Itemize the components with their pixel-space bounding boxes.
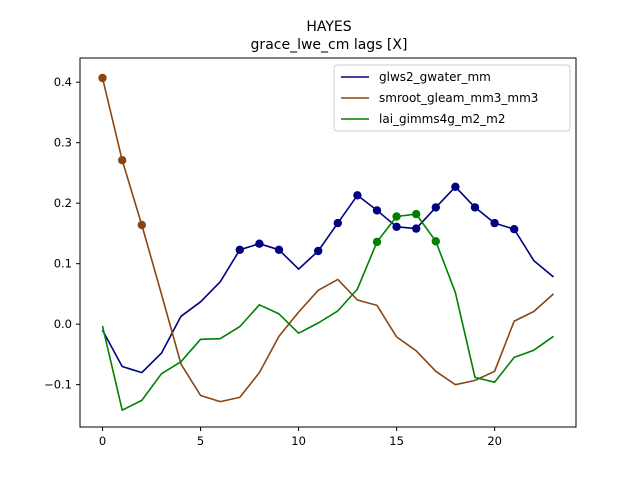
plot-frame [79,57,577,428]
y-tick-label: 0.0 [54,317,72,331]
legend-label-glws2_gwater_mm: glws2_gwater_mm [379,70,491,84]
legend: glws2_gwater_mm smroot_gleam_mm3_mm3 lai_g… [333,64,571,132]
x-tick-label: 5 [197,434,204,448]
data-point-glws2_gwater_mm-16 [412,224,421,233]
data-point-glws2_gwater_mm-20 [490,218,499,228]
data-point-glws2_gwater_mm-17 [431,203,440,212]
data-point-glws2_gwater_mm-21 [510,225,519,234]
data-point-glws2_gwater_mm-15 [392,222,401,231]
data-point-glws2_gwater_mm-7 [235,245,244,254]
y-tick-label: 0.2 [54,196,72,210]
legend-label-lai_gimms4g_m2_m2: lai_gimms4g_m2_m2 [379,112,506,126]
x-tick-label: 20 [487,434,502,448]
data-point-glws2_gwater_mm-11 [314,246,323,256]
series-layer [98,73,555,411]
data-point-glws2_gwater_mm-18 [451,182,460,191]
y-tick-label: 0.4 [54,75,72,89]
x-tick-label: 0 [99,434,106,448]
x-tick-label: 10 [291,434,306,448]
data-point-lai_gimms4g_m2_m2-15 [392,212,401,221]
axes-layer: 0 5 10 15 20 −0.1 0.0 0.1 0.2 0.3 0.4 [44,57,577,448]
y-tick-label: −0.1 [44,378,72,392]
legend-box [333,64,571,132]
x-tick-label: 15 [389,434,404,448]
data-point-glws2_gwater_mm-12 [333,218,342,228]
y-tick-label: 0.1 [54,257,72,271]
data-point-smroot_gleam_mm3_mm3-2 [137,220,146,230]
data-point-glws2_gwater_mm-8 [255,239,264,248]
data-point-lai_gimms4g_m2_m2-17 [431,237,440,246]
data-point-smroot_gleam_mm3_mm3-1 [118,156,127,165]
data-point-glws2_gwater_mm-19 [470,203,480,212]
data-point-glws2_gwater_mm-13 [353,191,362,200]
y-tick-label: 0.3 [54,136,72,150]
legend-label-smroot_gleam_mm3_mm3: smroot_gleam_mm3_mm3 [379,91,538,105]
chart-subtitle: grace_lwe_cm lags [X] [251,37,408,53]
data-point-lai_gimms4g_m2_m2-14 [372,237,382,247]
series-line-lai_gimms4g_m2_m2 [101,213,554,411]
chart-title: HAYES [306,19,351,35]
data-point-lai_gimms4g_m2_m2-16 [412,209,421,219]
data-point-smroot_gleam_mm3_mm3-0 [98,73,107,83]
data-point-glws2_gwater_mm-14 [372,206,382,215]
data-point-glws2_gwater_mm-9 [274,245,284,254]
